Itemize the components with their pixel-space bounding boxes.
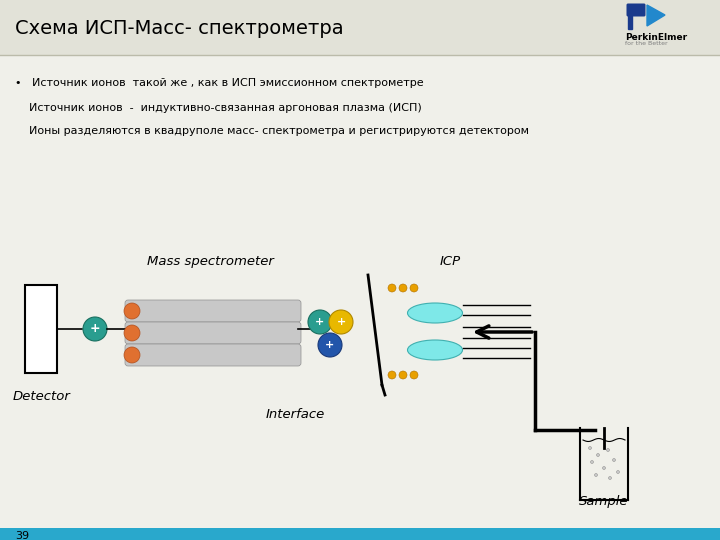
FancyBboxPatch shape <box>125 322 301 344</box>
FancyBboxPatch shape <box>125 300 301 322</box>
Ellipse shape <box>588 447 592 449</box>
Ellipse shape <box>613 458 616 462</box>
Text: Interface: Interface <box>266 408 325 421</box>
FancyBboxPatch shape <box>125 344 301 366</box>
Ellipse shape <box>83 317 107 341</box>
Text: for the Better: for the Better <box>625 41 667 46</box>
Ellipse shape <box>408 340 462 360</box>
Bar <box>628 5 632 29</box>
Text: +: + <box>325 340 335 350</box>
Ellipse shape <box>410 284 418 292</box>
Bar <box>0 528 720 540</box>
Ellipse shape <box>590 461 593 463</box>
Ellipse shape <box>124 325 140 341</box>
Text: ICP: ICP <box>439 255 461 268</box>
Ellipse shape <box>388 284 396 292</box>
Text: 39: 39 <box>15 531 29 540</box>
Text: Sample: Sample <box>580 495 629 508</box>
Ellipse shape <box>124 303 140 319</box>
Text: +: + <box>336 317 346 327</box>
Text: Detector: Detector <box>13 390 71 403</box>
Ellipse shape <box>399 284 407 292</box>
Text: •   Источник ионов  такой же , как в ИСП эмиссионном спектрометре: • Источник ионов такой же , как в ИСП эм… <box>15 78 423 88</box>
Text: +: + <box>90 322 100 335</box>
Ellipse shape <box>399 371 407 379</box>
Text: +: + <box>315 317 325 327</box>
Ellipse shape <box>410 371 418 379</box>
Text: Ионы разделяются в квадруполе масс- спектрометра и регистрируются детектором: Ионы разделяются в квадруполе масс- спек… <box>15 126 529 136</box>
Ellipse shape <box>329 310 353 334</box>
Polygon shape <box>647 5 665 26</box>
Ellipse shape <box>388 371 396 379</box>
Bar <box>0 0 720 55</box>
Ellipse shape <box>318 333 342 357</box>
Ellipse shape <box>124 347 140 363</box>
Text: Источник ионов  -  индуктивно-связанная аргоновая плазма (ИСП): Источник ионов - индуктивно-связанная ар… <box>15 103 422 113</box>
FancyBboxPatch shape <box>626 3 646 17</box>
Ellipse shape <box>616 470 619 474</box>
Ellipse shape <box>408 303 462 323</box>
Ellipse shape <box>606 449 610 451</box>
Ellipse shape <box>603 467 606 469</box>
Ellipse shape <box>608 476 611 480</box>
Bar <box>25 285 57 373</box>
Text: PerkinElmer: PerkinElmer <box>625 33 687 42</box>
Ellipse shape <box>595 474 598 476</box>
Text: Mass spectrometer: Mass spectrometer <box>147 255 274 268</box>
Ellipse shape <box>596 454 600 456</box>
Ellipse shape <box>308 310 332 334</box>
Text: Схема ИСП-Масс- спектрометра: Схема ИСП-Масс- спектрометра <box>15 18 343 37</box>
